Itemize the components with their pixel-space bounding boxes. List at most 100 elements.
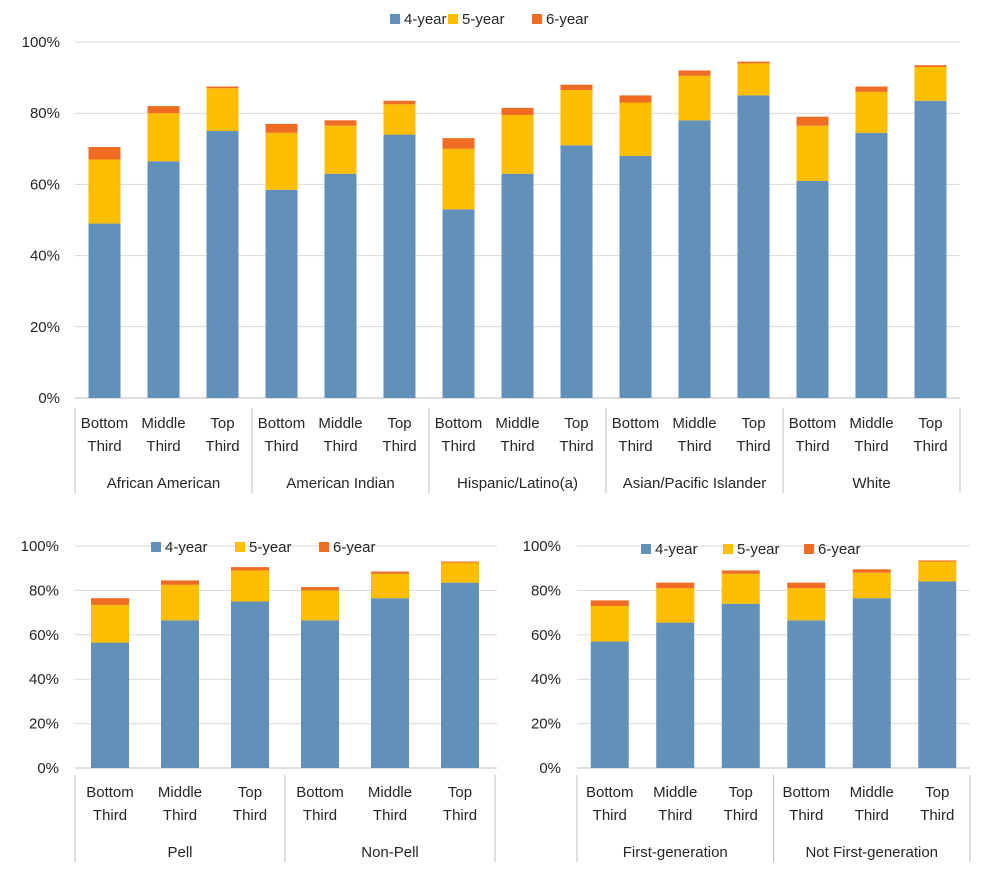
x-tick-label: Bottom: [86, 784, 134, 801]
x-tick-label: Third: [920, 807, 954, 824]
bar-segment-6-year: [855, 86, 888, 92]
x-tick-label: Bottom: [296, 784, 344, 801]
x-tick-label: Middle: [368, 784, 412, 801]
legend-label: 5-year: [249, 539, 292, 556]
group-label: Asian/Pacific Islander: [623, 475, 766, 492]
bar-segment-5-year: [441, 562, 479, 583]
x-tick-label: Third: [205, 438, 239, 455]
y-tick-label: 80%: [531, 582, 561, 599]
x-tick-label: Middle: [849, 415, 893, 432]
bar-segment-5-year: [619, 102, 652, 156]
x-tick-label: Third: [303, 807, 337, 824]
legend-label: 5-year: [737, 541, 780, 558]
x-tick-label: Third: [618, 438, 652, 455]
legend-label: 4-year: [165, 539, 208, 556]
group-label: Not First-generation: [805, 844, 938, 861]
bar-segment-5-year: [918, 561, 957, 582]
bar-segment-4-year: [206, 131, 239, 398]
y-tick-label: 0%: [539, 760, 561, 777]
y-tick-label: 0%: [37, 760, 59, 777]
bar-segment-5-year: [787, 588, 826, 621]
x-tick-label: Third: [87, 438, 121, 455]
y-tick-label: 60%: [30, 176, 60, 193]
legend-swatch: [723, 544, 733, 554]
bar-segment-4-year: [796, 180, 829, 398]
y-tick-label: 60%: [29, 627, 59, 644]
x-tick-label: Middle: [141, 415, 185, 432]
bar-segment-6-year: [324, 120, 357, 126]
x-tick-label: Top: [918, 415, 942, 432]
bar-segment-6-year: [590, 600, 629, 606]
bar-segment-5-year: [265, 132, 298, 190]
bar-segment-6-year: [619, 95, 652, 103]
bar-segment-5-year: [737, 63, 770, 96]
bar-segment-5-year: [560, 90, 593, 146]
bar-segment-5-year: [501, 114, 534, 174]
x-tick-label: Bottom: [81, 415, 129, 432]
bar-segment-4-year: [231, 601, 269, 768]
legend-label: 4-year: [655, 541, 698, 558]
bar-segment-5-year: [147, 113, 180, 162]
group-label: Hispanic/Latino(a): [457, 475, 578, 492]
legend-swatch: [390, 14, 400, 24]
x-tick-label: Third: [795, 438, 829, 455]
legend-label: 5-year: [462, 11, 505, 28]
bar-segment-6-year: [231, 567, 269, 571]
x-tick-label: Third: [736, 438, 770, 455]
bar-segment-6-year: [161, 580, 199, 585]
bar-segment-4-year: [560, 145, 593, 398]
x-tick-label: Third: [264, 438, 298, 455]
bar-segment-4-year: [88, 223, 121, 398]
x-tick-label: Third: [382, 438, 416, 455]
bar-segment-5-year: [590, 605, 629, 642]
y-tick-label: 20%: [29, 716, 59, 733]
x-tick-label: Top: [210, 415, 234, 432]
bar-segment-4-year: [147, 161, 180, 398]
bar-segment-4-year: [442, 209, 475, 398]
bar-segment-5-year: [301, 590, 339, 621]
x-tick-label: Third: [559, 438, 593, 455]
y-tick-label: 40%: [30, 248, 60, 265]
x-tick-label: Third: [854, 438, 888, 455]
x-tick-label: Third: [146, 438, 180, 455]
x-tick-label: Top: [741, 415, 765, 432]
legend: 4-year 5-year 6-year: [390, 11, 589, 28]
bar-segment-4-year: [371, 598, 409, 768]
bar-segment-4-year: [737, 95, 770, 399]
x-tick-label: Middle: [495, 415, 539, 432]
bar-segment-4-year: [619, 155, 652, 398]
bar-segment-6-year: [796, 116, 829, 126]
legend-swatch: [448, 14, 458, 24]
bar-segment-6-year: [678, 70, 711, 76]
y-tick-label: 40%: [531, 671, 561, 688]
bar-segment-6-year: [442, 138, 475, 149]
bar-segment-4-year: [721, 603, 760, 768]
y-tick-label: 0%: [38, 390, 60, 407]
legend-swatch: [319, 542, 329, 552]
legend-swatch: [641, 544, 651, 554]
bar-segment-4-year: [441, 582, 479, 768]
x-tick-label: Bottom: [782, 784, 830, 801]
bar-segment-6-year: [560, 84, 593, 91]
bar-segment-4-year: [590, 641, 629, 768]
chart-3: 0% 20% 40% 60% 80% 100% Bottom Third Middle Third…: [523, 538, 971, 862]
y-tick-label: 20%: [531, 716, 561, 733]
x-tick-label: Middle: [850, 784, 894, 801]
bar-segment-4-year: [656, 622, 695, 768]
bar-segment-4-year: [918, 581, 957, 768]
x-tick-label: Bottom: [435, 415, 483, 432]
bar-segment-6-year: [371, 571, 409, 574]
group-label: White: [852, 475, 890, 492]
chart-1: 0% 20% 40% 60% 80% 100% Bottom Third Middle Third…: [22, 11, 961, 493]
bar-segment-6-year: [301, 587, 339, 591]
x-tick-label: Third: [443, 807, 477, 824]
y-tick-label: 20%: [30, 319, 60, 336]
bar-segment-6-year: [88, 147, 121, 160]
x-tick-label: Third: [855, 807, 889, 824]
bar-segment-4-year: [383, 134, 416, 398]
bar-segment-5-year: [442, 148, 475, 210]
x-tick-label: Top: [925, 784, 949, 801]
x-tick-label: Third: [323, 438, 357, 455]
bar-segment-5-year: [721, 573, 760, 604]
x-tick-label: Third: [93, 807, 127, 824]
